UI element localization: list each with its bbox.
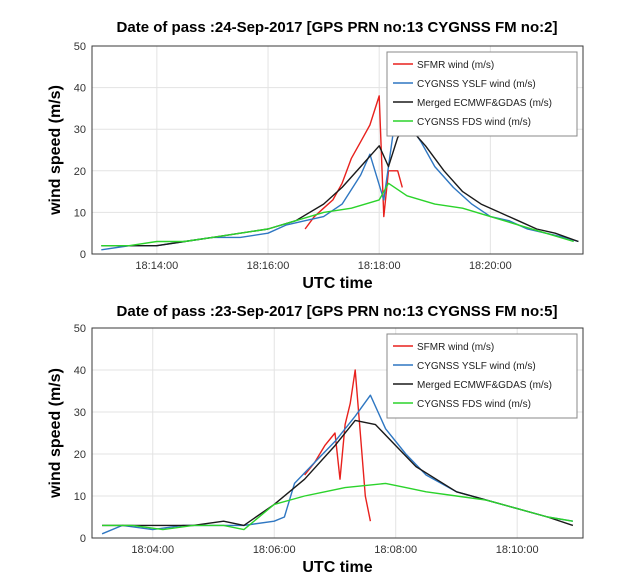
chart-1-ytick-label: 30	[74, 124, 86, 136]
chart-1-series-4-line	[101, 182, 574, 247]
chart-1-legend-entry: CYGNSS FDS wind (m/s)	[417, 117, 531, 128]
chart-1-xtick-label: 18:14:00	[135, 260, 178, 272]
chart-2-ytick-label: 20	[74, 449, 86, 461]
chart-1-xlabel: UTC time	[302, 275, 372, 290]
chart-2-series-4-line	[102, 482, 574, 531]
chart-1-ytick-label: 50	[74, 41, 86, 53]
chart-1-legend-entry: SFMR wind (m/s)	[417, 60, 494, 71]
chart-1-xtick-label: 18:18:00	[358, 260, 401, 272]
chart-1-xtick-label: 18:20:00	[469, 260, 512, 272]
chart-1-ylabel: wind speed (m/s)	[47, 85, 64, 216]
chart-1-ytick-label: 10	[74, 207, 86, 219]
chart-2-xtick-label: 18:08:00	[374, 544, 417, 556]
chart-1-ytick-label: 40	[74, 83, 86, 95]
chart-2-ylabel: wind speed (m/s)	[47, 368, 64, 499]
chart-1-legend	[386, 51, 578, 137]
chart-1-axes-frame	[91, 45, 584, 255]
chart-2-ytick-label: 50	[74, 323, 86, 335]
chart-2-legend-entry: CYGNSS FDS wind (m/s)	[417, 399, 531, 410]
chart-2-xlabel: UTC time	[302, 559, 372, 576]
chart-2-xtick-label: 18:10:00	[496, 544, 539, 556]
chart-1: 0 10 20 30 40 50 18:14:00 18:16:00 18:18:00 18:20…	[47, 41, 584, 290]
chart-2-xtick-label: 18:04:00	[131, 544, 174, 556]
chart-2: 0 10 20 30 40 50 18:04:00 18:06:00 18:08:00 18:10…	[47, 323, 584, 576]
chart-1-ytick-label: 20	[74, 166, 86, 178]
chart-1-legend-entry: CYGNSS YSLF wind (m/s)	[417, 79, 536, 90]
chart-2-axes-frame	[91, 327, 584, 539]
chart-2-ytick-label: 40	[74, 365, 86, 377]
chart-1-legend-entry: Merged ECMWF&GDAS (m/s)	[417, 98, 552, 109]
chart-1-xtick-label: 18:16:00	[247, 260, 290, 272]
chart-2-xtick-label: 18:06:00	[253, 544, 296, 556]
chart-2-title: Date of pass :23-Sep-2017 [GPS PRN no:13…	[116, 303, 558, 320]
chart-2-legend-entry: CYGNSS YSLF wind (m/s)	[417, 361, 536, 372]
chart-2-series-1-line	[304, 369, 372, 522]
chart-2-legend	[386, 333, 578, 419]
chart-2-ytick-label: 0	[80, 533, 86, 545]
chart-2-legend-entry: SFMR wind (m/s)	[417, 342, 494, 353]
chart-2-ytick-label: 10	[74, 491, 86, 503]
chart-1-ytick-label: 0	[80, 249, 86, 261]
chart-2-legend-entry: Merged ECMWF&GDAS (m/s)	[417, 380, 552, 391]
chart-1-title: Date of pass :24-Sep-2017 [GPS PRN no:13…	[116, 19, 558, 36]
chart-2-ytick-label: 30	[74, 407, 86, 419]
